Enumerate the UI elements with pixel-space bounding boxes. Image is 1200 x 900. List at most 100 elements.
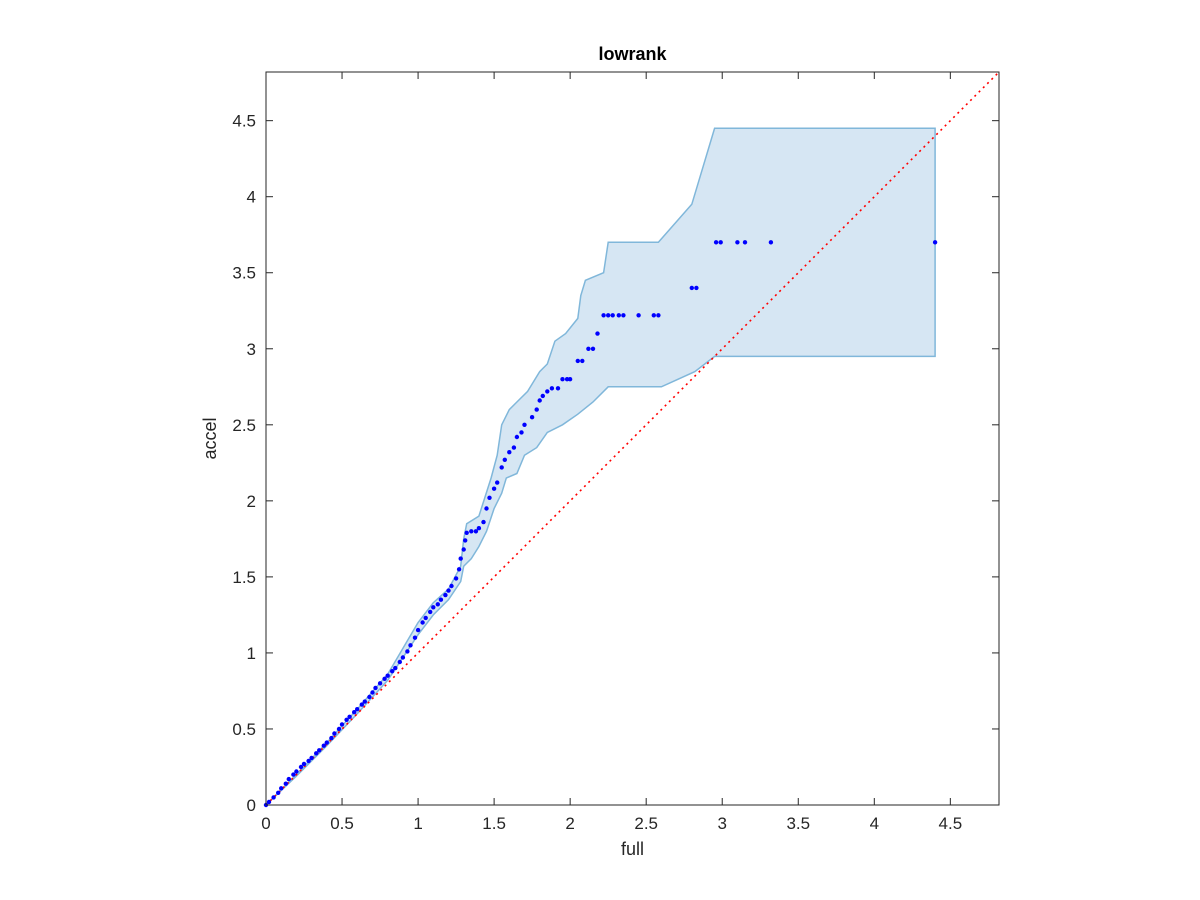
data-point: [408, 643, 413, 648]
axes-box: [265, 71, 1000, 806]
y-tick-label: 2.5: [232, 416, 256, 435]
x-tick-label: 3: [717, 814, 726, 833]
data-point: [507, 450, 512, 455]
data-point: [314, 751, 319, 756]
y-tick-label: 2: [247, 492, 256, 511]
data-point: [405, 649, 410, 654]
data-point: [324, 740, 329, 745]
data-point: [400, 655, 406, 660]
x-tick-label: 1.5: [482, 814, 506, 833]
data-point: [385, 673, 390, 678]
x-tick-label: 4.5: [939, 814, 963, 833]
y-axis-ticks: 0 0.5 1 1.5 2 2.5 3 3.5 4 4.5: [232, 112, 999, 815]
data-point: [502, 457, 507, 462]
data-point: [377, 681, 383, 686]
data-point: [344, 717, 349, 722]
data-point: [713, 240, 719, 245]
data-point: [595, 331, 600, 336]
y-tick-label: 0: [247, 796, 256, 815]
data-point: [610, 313, 615, 318]
x-tick-label: 0: [261, 814, 270, 833]
data-point: [453, 576, 459, 581]
y-tick-label: 3.5: [232, 264, 256, 283]
data-point: [621, 313, 626, 318]
data-point: [484, 506, 489, 511]
data-point: [276, 790, 281, 795]
data-point: [511, 445, 517, 450]
data-point: [656, 313, 661, 318]
data-point: [347, 714, 352, 719]
data-point: [651, 313, 656, 318]
data-point: [266, 799, 272, 805]
data-point: [481, 519, 486, 525]
data-point: [549, 386, 555, 391]
y-tick-label: 1.5: [232, 568, 256, 587]
data-point: [431, 605, 436, 610]
data-point: [443, 592, 448, 598]
data-point: [359, 702, 364, 707]
data-point: [464, 530, 469, 535]
data-point: [473, 529, 479, 534]
data-point: [271, 795, 276, 800]
x-tick-label: 2: [565, 814, 574, 833]
data-point: [476, 526, 482, 531]
x-tick-label: 3.5: [786, 814, 810, 833]
data-point: [367, 694, 372, 700]
y-tick-label: 4.5: [232, 112, 256, 131]
data-point: [689, 285, 694, 291]
data-point: [332, 731, 337, 736]
data-point: [291, 772, 296, 777]
data-point: [735, 240, 740, 245]
data-point: [590, 346, 596, 351]
scatter-points: [263, 240, 938, 808]
data-point: [456, 567, 462, 572]
data-point: [321, 743, 326, 748]
data-point: [362, 699, 367, 704]
data-point: [575, 358, 580, 364]
data-point: [616, 313, 621, 318]
data-point: [306, 758, 311, 764]
data-point: [522, 422, 527, 427]
data-point: [555, 386, 561, 391]
data-point: [932, 240, 938, 245]
data-point: [514, 434, 520, 440]
data-point: [560, 377, 565, 382]
data-point: [438, 597, 444, 602]
data-point: [373, 685, 378, 691]
x-tick-label: 0.5: [330, 814, 354, 833]
data-point: [495, 480, 500, 485]
data-point: [339, 722, 345, 727]
x-tick-label: 4: [870, 814, 879, 833]
data-point: [580, 358, 585, 364]
data-point: [545, 389, 550, 394]
y-tick-label: 0.5: [232, 720, 256, 739]
data-point: [534, 407, 539, 412]
data-point: [446, 588, 451, 593]
data-point: [397, 659, 402, 665]
data-point: [329, 735, 334, 741]
y-tick-label: 4: [247, 188, 256, 207]
data-point: [294, 769, 299, 774]
data-point: [370, 690, 375, 695]
y-axis-label: accel: [200, 417, 220, 459]
chart-title: lowrank: [598, 44, 667, 64]
data-point: [567, 377, 573, 382]
data-point: [601, 313, 606, 318]
x-tick-label: 2.5: [634, 814, 658, 833]
data-point: [286, 776, 291, 782]
data-point: [606, 313, 611, 318]
x-axis-label: full: [621, 839, 644, 859]
data-point: [469, 529, 474, 534]
data-point: [317, 748, 322, 753]
y-tick-label: 3: [247, 340, 256, 359]
data-point: [355, 707, 360, 712]
data-point: [499, 465, 504, 470]
data-point: [309, 755, 314, 761]
data-point: [768, 240, 774, 245]
data-point: [435, 602, 440, 607]
data-point: [487, 495, 492, 500]
data-point: [463, 538, 468, 543]
data-point: [742, 240, 748, 245]
data-point: [529, 415, 535, 420]
data-point: [519, 430, 524, 435]
